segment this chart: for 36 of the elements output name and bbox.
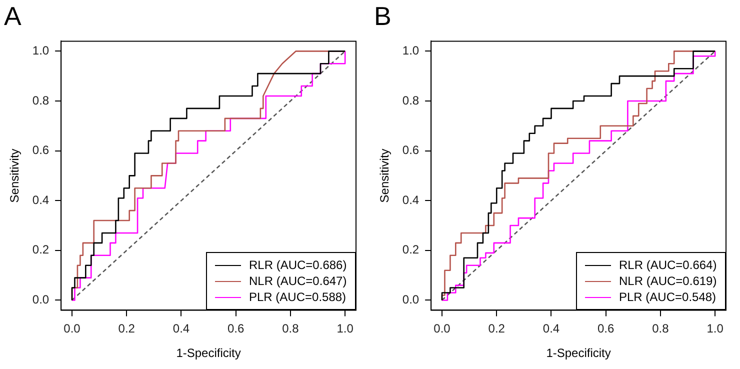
x-tick-label: 0.8	[652, 322, 670, 336]
x-tick-label: 1.0	[706, 322, 724, 336]
y-tick-label: 1.0	[402, 43, 420, 58]
y-axis-title: Sensitivity	[8, 148, 22, 203]
y-tick-label: 0.6	[32, 143, 50, 158]
y-tick-label: 0.2	[32, 242, 50, 257]
chart-title: B	[374, 0, 392, 31]
legend-label: NLR (AUC=0.647)	[249, 273, 347, 290]
x-tick-label: 0.0	[434, 322, 451, 336]
x-tick-label: 0.2	[488, 322, 506, 336]
legend-label: RLR (AUC=0.664)	[619, 257, 717, 274]
y-tick-label: 1.0	[32, 43, 50, 58]
x-tick-label: 0.4	[172, 322, 190, 336]
y-tick-label: 0.4	[402, 192, 420, 207]
x-tick-label: 0.8	[282, 322, 300, 336]
legend-label: NLR (AUC=0.619)	[619, 273, 717, 290]
legend-label: PLR (AUC=0.548)	[619, 289, 716, 306]
y-tick-label: 0.0	[402, 292, 420, 307]
x-axis-title: 1-Specificity	[546, 346, 611, 360]
y-tick-label: 0.8	[402, 93, 420, 108]
legend-label: RLR (AUC=0.686)	[249, 257, 347, 274]
x-tick-label: 0.6	[598, 322, 615, 336]
chart-title: A	[4, 0, 22, 31]
y-tick-label: 0.6	[402, 143, 420, 158]
legend-label: PLR (AUC=0.588)	[249, 289, 346, 306]
y-tick-label: 0.2	[402, 242, 420, 257]
x-axis-title: 1-Specificity	[176, 346, 241, 360]
x-tick-label: 0.4	[542, 322, 560, 336]
y-axis-title: Sensitivity	[378, 148, 392, 203]
y-tick-label: 0.8	[32, 93, 50, 108]
x-tick-label: 1.0	[336, 322, 354, 336]
x-tick-label: 0.6	[228, 322, 245, 336]
x-tick-label: 0.2	[118, 322, 136, 336]
y-tick-label: 0.4	[32, 192, 50, 207]
x-tick-label: 0.0	[64, 322, 81, 336]
y-tick-label: 0.0	[32, 292, 50, 307]
